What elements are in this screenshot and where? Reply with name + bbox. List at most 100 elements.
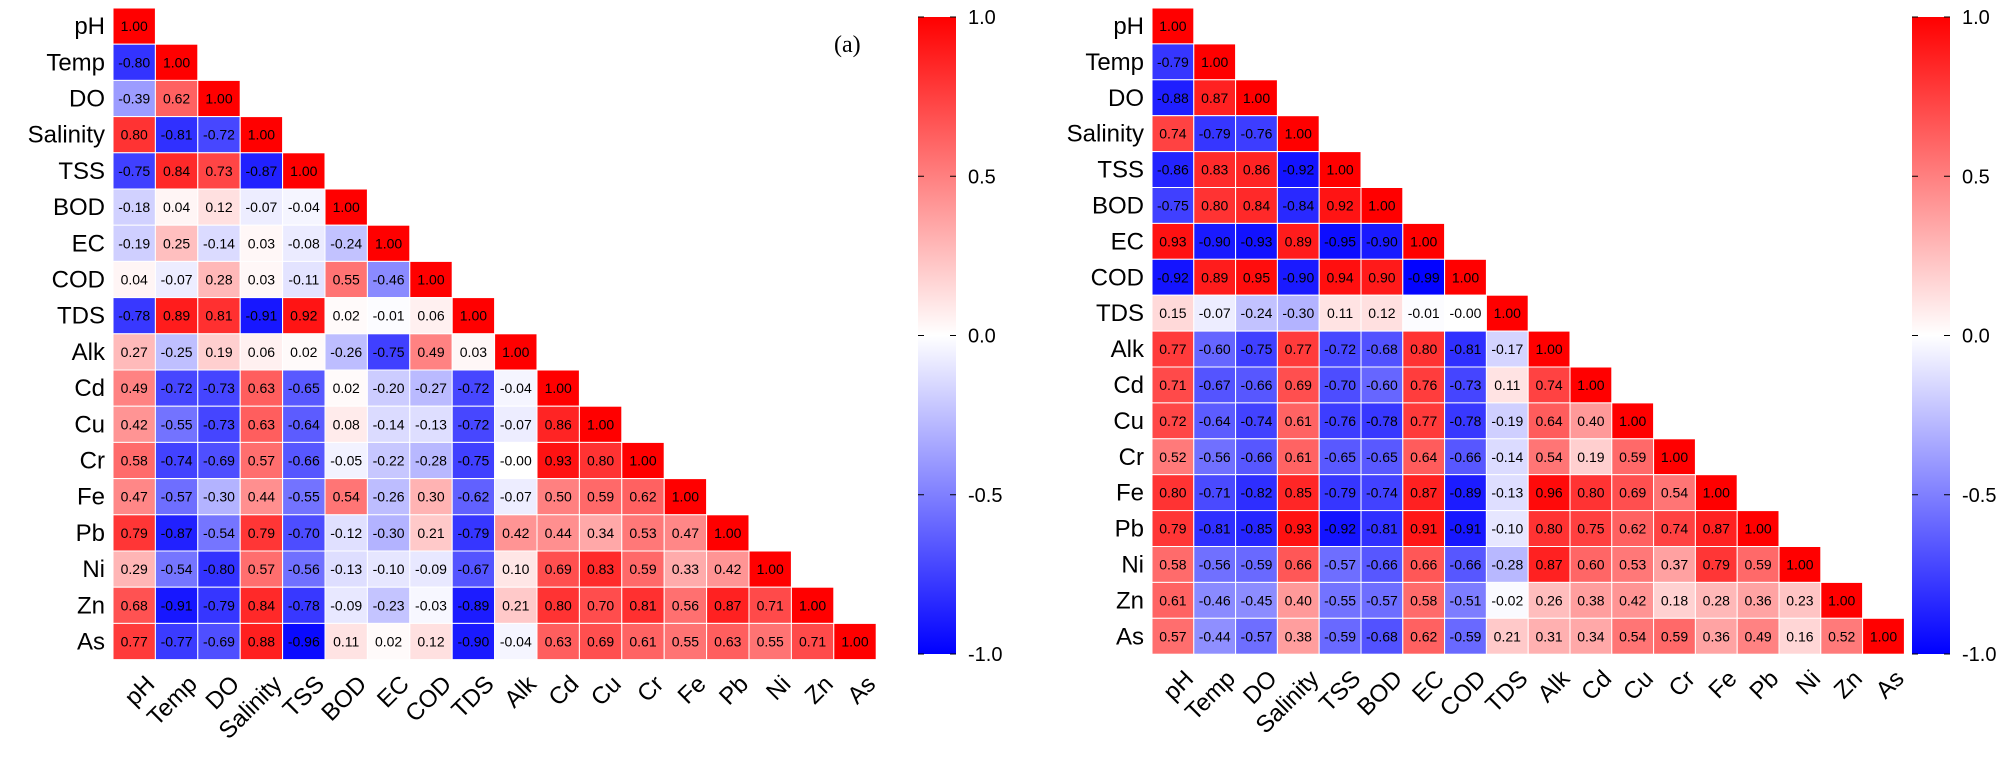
cell-value-tss-do: 0.86 — [1243, 162, 1270, 178]
heatmap-cell-zn-tds — [451, 586, 496, 624]
cell-value-ni-salinity: 0.57 — [248, 561, 275, 577]
heatmap-cell-salinity-do — [1235, 115, 1278, 153]
heatmap-cell-zn-tss — [1318, 581, 1362, 619]
col-label-zn: Zn — [1829, 665, 1868, 704]
heatmap-cell-tss-salinity — [1276, 151, 1320, 189]
cell-value-cu-do: -0.73 — [203, 416, 235, 432]
cell-value-pb-cd: 0.75 — [1577, 521, 1604, 537]
heatmap-cell-cu-ec — [366, 405, 411, 443]
cell-value-pb-tds: -0.10 — [1491, 521, 1523, 537]
heatmap-cell-alk-salinity — [1276, 330, 1320, 368]
heatmap-cell-alk-cod — [1444, 330, 1487, 368]
cell-value-do-ph: -0.88 — [1157, 90, 1189, 106]
cell-value-pb-cod: -0.91 — [1450, 521, 1482, 537]
cell-value-as-zn: 0.71 — [799, 634, 826, 650]
cell-value-zn-cu: 0.70 — [587, 597, 614, 613]
heatmap-cell-cu-tds — [1485, 402, 1529, 440]
row-label-ni: Ni — [82, 556, 105, 583]
heatmap-cell-cr-cd — [536, 441, 580, 480]
cell-value-fe-do: -0.82 — [1241, 485, 1273, 501]
cell-value-cr-cr: 1.00 — [1661, 449, 1688, 465]
heatmap-cell-as-cr — [621, 622, 665, 661]
heatmap-cell-tds-temp — [1193, 294, 1237, 332]
cell-value-tss-temp: 0.83 — [1201, 162, 1228, 178]
heatmap-cell-ni-alk — [1527, 546, 1571, 583]
cell-value-zn-salinity: 0.84 — [248, 597, 275, 613]
cell-value-tds-cod: -0.00 — [1450, 305, 1482, 321]
cell-value-zn-ni: 0.23 — [1786, 592, 1813, 608]
heatmap-cell-zn-ph — [1151, 581, 1195, 619]
cell-value-bod-tss: -0.04 — [288, 199, 320, 215]
cell-value-as-cod: -0.59 — [1450, 628, 1482, 644]
heatmap-cell-cd-tds — [1485, 366, 1529, 404]
heatmap-cell-bod-do — [197, 188, 241, 226]
cell-value-alk-bod: -0.26 — [330, 344, 362, 360]
cell-value-salinity-temp: -0.79 — [1199, 126, 1231, 142]
heatmap-cell-zn-zn — [1820, 581, 1864, 619]
heatmap-cell-pb-tds — [1485, 510, 1529, 548]
heatmap-cell-as-cod — [1444, 617, 1487, 655]
heatmap-cell-pb-ph — [1151, 510, 1195, 548]
heatmap-cell-as-do — [1235, 617, 1278, 655]
heatmap-cell-ni-fe — [663, 550, 708, 588]
cell-value-fe-cu: 0.69 — [1619, 485, 1646, 501]
cell-value-ec-salinity: 0.89 — [1285, 233, 1312, 249]
colorbar-tick-label: -1.0 — [1962, 644, 1996, 666]
cell-value-pb-ec: 0.91 — [1410, 521, 1437, 537]
cell-value-ni-do: -0.80 — [203, 561, 235, 577]
heatmap-cell-zn-cod — [1444, 581, 1487, 619]
cell-value-fe-bod: -0.74 — [1366, 485, 1398, 501]
heatmap-cell-pb-tss — [1318, 510, 1362, 548]
heatmap-panel-a: 1.00 -0.80 1.00 -0.39 0.62 1.00 0.80 -0.81 -0.72… — [28, 7, 1003, 744]
cell-value-ni-fe: 0.33 — [672, 561, 699, 577]
heatmap-cell-ni-ni — [1778, 546, 1822, 583]
heatmap-cell-cd-do — [1235, 366, 1278, 404]
cell-value-ni-tss: -0.56 — [288, 561, 320, 577]
heatmap-cell-pb-cd — [536, 514, 580, 552]
heatmap-cell-zn-cr — [621, 586, 665, 624]
heatmap-cell-ph-ph — [112, 7, 156, 45]
heatmap-cell-zn-pb — [1736, 581, 1780, 619]
cell-value-as-tds: 0.21 — [1494, 628, 1521, 644]
row-label-salinity: Salinity — [1067, 121, 1144, 148]
heatmap-cell-do-do — [1235, 79, 1278, 117]
cell-value-bod-salinity: -0.84 — [1282, 197, 1314, 213]
cell-value-bod-bod: 1.00 — [1368, 197, 1395, 213]
heatmap-cell-temp-temp — [1193, 43, 1237, 81]
cell-value-pb-ph: 0.79 — [1159, 521, 1186, 537]
cell-value-do-do: 1.00 — [205, 91, 232, 107]
cell-value-cd-tss: -0.70 — [1324, 377, 1356, 393]
cell-value-tds-do: 0.81 — [205, 308, 232, 324]
cell-value-zn-fe: 0.56 — [672, 597, 699, 613]
col-label-cd: Cd — [1576, 665, 1617, 706]
row-label-as: As — [77, 629, 105, 656]
cell-value-pb-alk: 0.80 — [1535, 521, 1562, 537]
heatmap-cell-cod-ph — [112, 260, 156, 299]
heatmap-cell-zn-temp — [1193, 581, 1237, 619]
heatmap-cell-pb-temp — [154, 514, 199, 552]
cell-value-cod-ph: -0.92 — [1157, 269, 1189, 285]
heatmap-cell-cd-cd — [1569, 366, 1613, 404]
cell-value-cr-salinity: 0.57 — [248, 453, 275, 469]
row-label-cod: COD — [1091, 264, 1144, 291]
heatmap-cell-temp-ph — [112, 43, 156, 81]
heatmap-cell-as-temp — [1193, 617, 1237, 655]
cell-value-do-temp: 0.87 — [1201, 90, 1228, 106]
cell-value-pb-alk: 0.42 — [502, 525, 529, 541]
col-label-bod: BOD — [1352, 665, 1408, 721]
heatmap-cell-bod-ph — [1151, 187, 1195, 224]
heatmap-cell-cr-cr — [1653, 438, 1696, 476]
heatmap-cell-pb-do — [197, 514, 241, 552]
heatmap-cell-pb-ec — [366, 514, 411, 552]
cell-value-as-cod: 0.12 — [417, 634, 444, 650]
col-label-cu: Cu — [586, 671, 627, 712]
cell-value-cd-ph: 0.49 — [121, 380, 148, 396]
heatmap-cell-cr-ph — [112, 441, 156, 480]
cell-value-cd-cod: -0.27 — [415, 380, 447, 396]
cell-value-cd-temp: -0.67 — [1199, 377, 1231, 393]
cell-value-fe-cr: 0.54 — [1661, 485, 1688, 501]
heatmap-cell-fe-ec — [1402, 474, 1446, 512]
cell-value-cd-do: -0.73 — [203, 380, 235, 396]
heatmap-cell-zn-ec — [366, 586, 411, 624]
cell-value-cod-do: 0.95 — [1243, 269, 1270, 285]
